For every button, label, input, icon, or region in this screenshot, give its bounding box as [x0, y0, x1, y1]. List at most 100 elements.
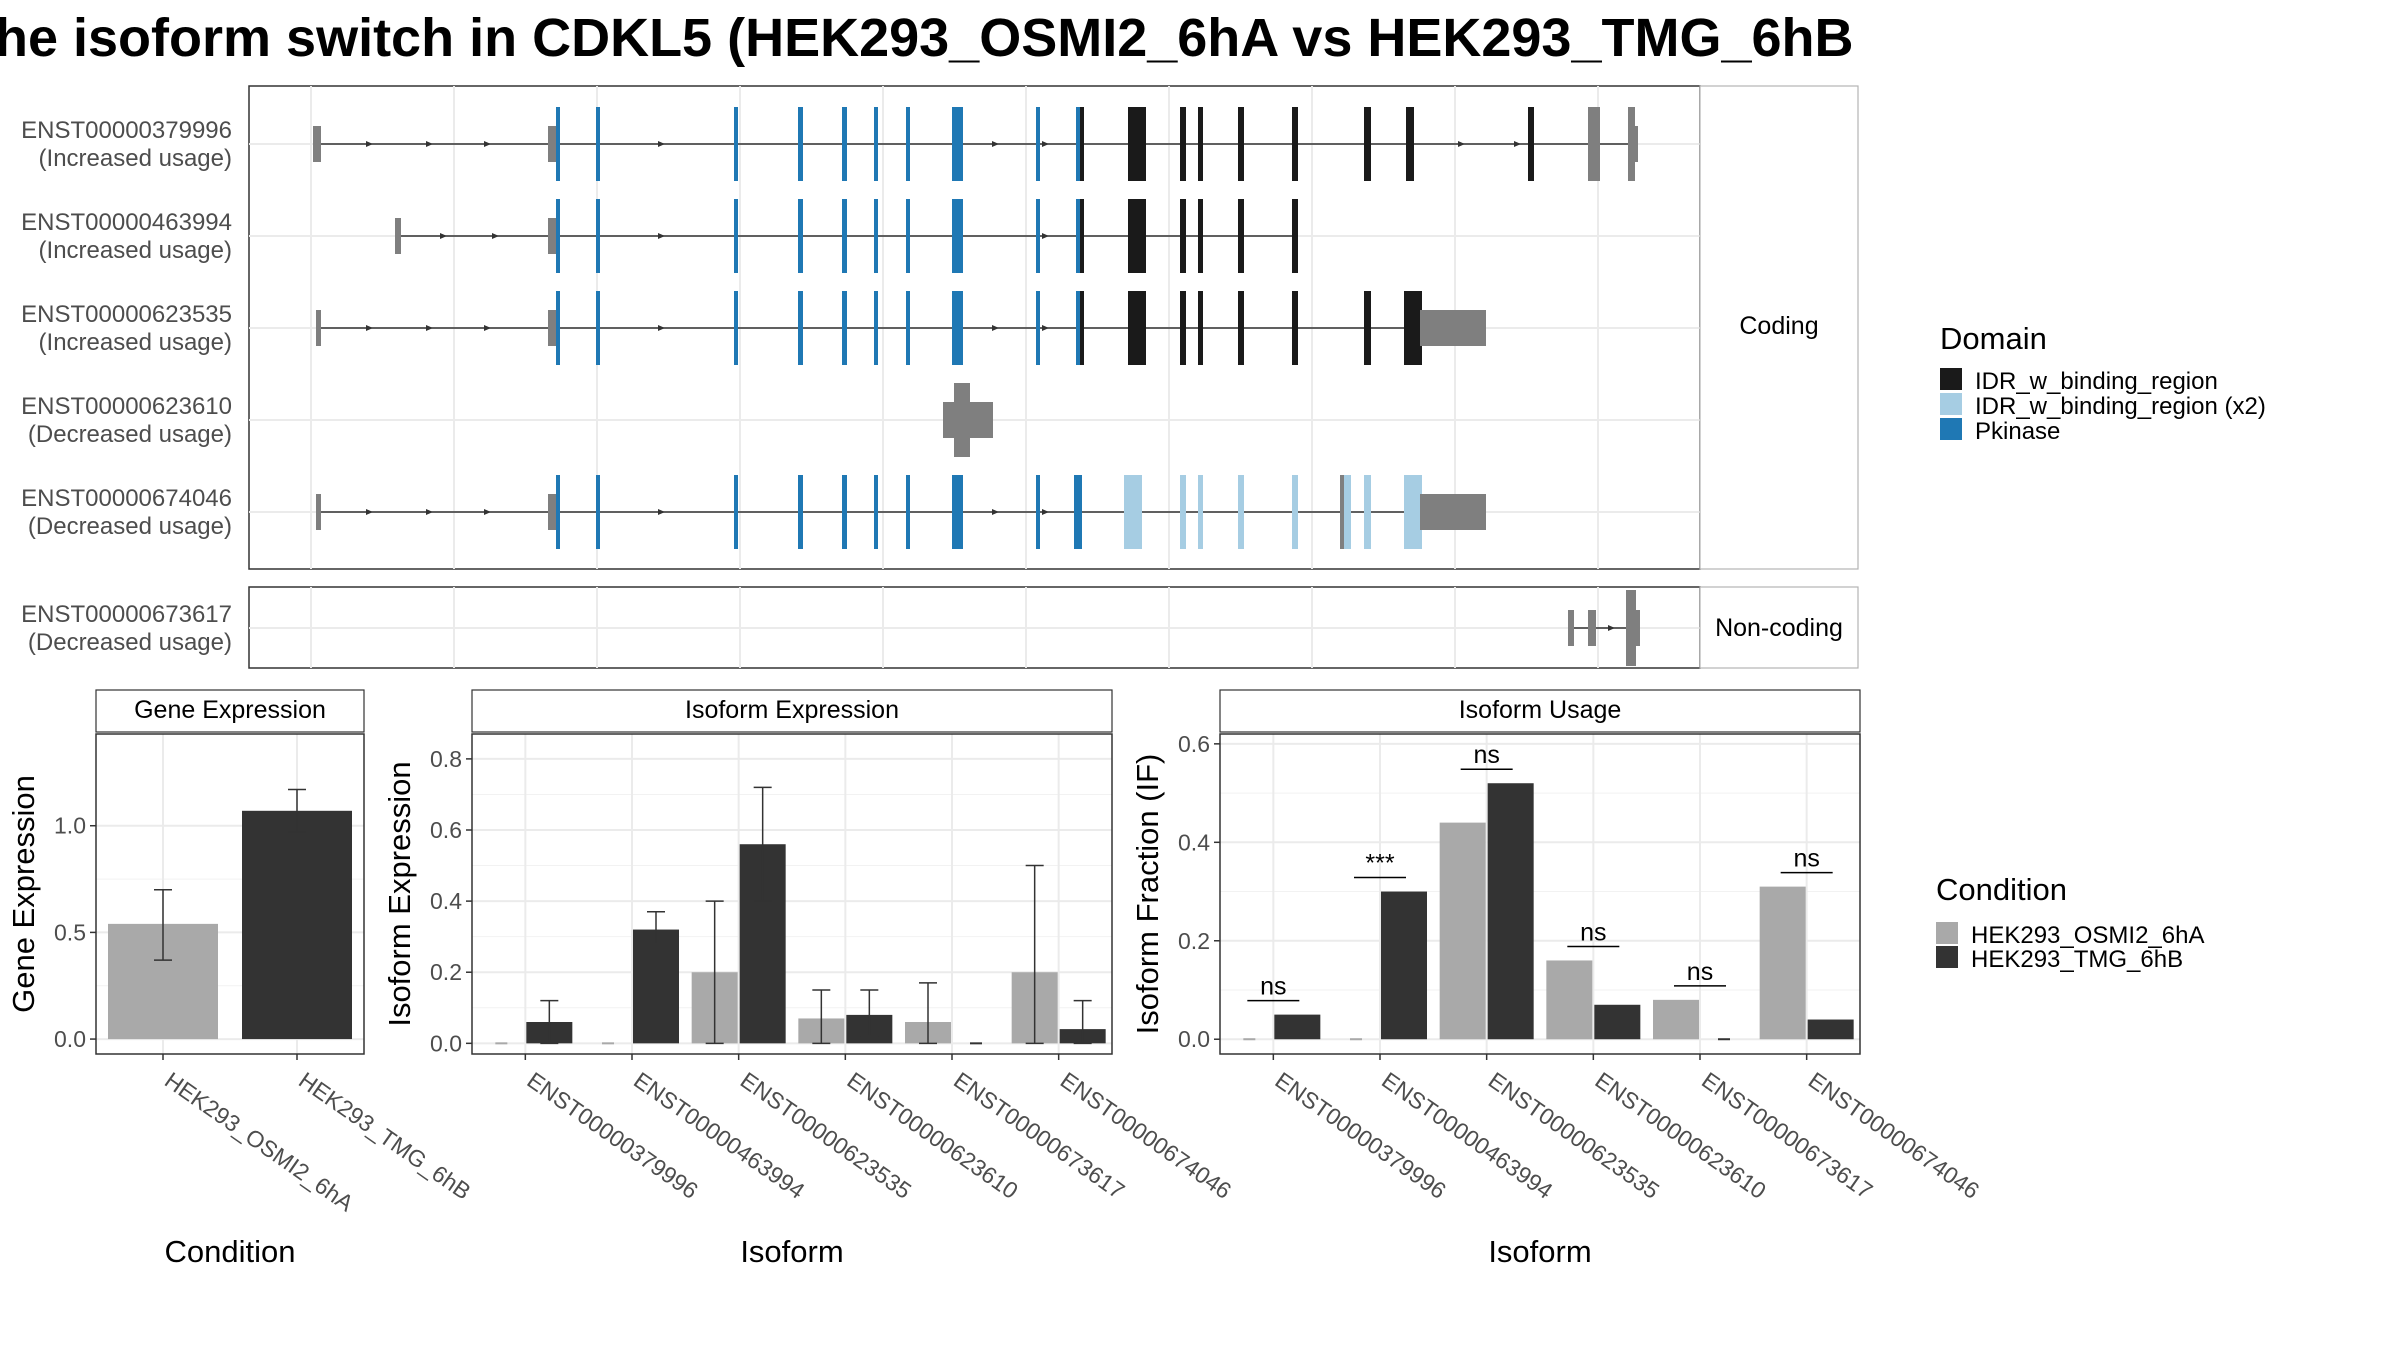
page-title: he isoform switch in CDKL5 (HEK293_OSMI2… [0, 8, 1854, 68]
exon-block [1128, 199, 1146, 273]
strand-arrow-icon [440, 233, 447, 239]
y-tick-label: 0.0 [54, 1026, 86, 1052]
exon-block [556, 107, 560, 181]
exon-block [1238, 291, 1244, 365]
y-tick-label: 0.2 [430, 959, 462, 985]
domain-legend: Domain IDR_w_binding_region IDR_w_bindin… [1940, 321, 2266, 445]
exon-block [874, 107, 878, 181]
exon-block [952, 291, 963, 365]
exon-block [798, 107, 803, 181]
legend-swatch-idr-x2 [1940, 393, 1962, 415]
y-tick-label: 0.0 [1178, 1026, 1210, 1052]
bar [1546, 960, 1593, 1040]
exon-block [1404, 291, 1422, 365]
strand-arrow-icon [1042, 509, 1049, 515]
exon-block [842, 199, 847, 273]
bar [1274, 1014, 1321, 1040]
y-tick-label: 0.8 [430, 746, 462, 772]
strand-arrow-icon [426, 509, 433, 515]
transcript-id-label: ENST00000674046 [21, 485, 232, 512]
bar [1807, 1019, 1854, 1040]
exon-block [1404, 475, 1422, 549]
exon-block [1036, 199, 1040, 273]
condition-legend: Condition HEK293_OSMI2_6hA HEK293_TMG_6h… [1936, 872, 2204, 973]
exon-block [1636, 610, 1640, 646]
x-tick-label: ENST00000623610 [1590, 1067, 1770, 1204]
exon-block [1238, 107, 1244, 181]
y-tick-label: 0.4 [430, 888, 462, 914]
bar [633, 929, 679, 1044]
strand-arrow-icon [1042, 141, 1049, 147]
exon-block [842, 475, 847, 549]
bar [1381, 891, 1427, 1040]
strand-arrow-icon [1042, 233, 1049, 239]
exon-block [1420, 310, 1486, 346]
panel-border [95, 733, 365, 1055]
panel-title: Isoform Expression [685, 696, 899, 724]
strand-arrow-icon [484, 509, 491, 515]
x-tick-label: ENST00000463994 [1377, 1067, 1558, 1204]
strand-arrow-icon [658, 141, 665, 147]
exon-block [1568, 610, 1574, 646]
noncoding-strip-label: Non-coding [1715, 614, 1843, 642]
exon-block [1124, 475, 1142, 549]
y-tick-label: 0.4 [1178, 829, 1210, 855]
exon-block [1628, 107, 1635, 181]
legend-swatch-condition-a [1936, 922, 1958, 944]
transcript-usage-label: (Increased usage) [39, 329, 232, 356]
exon-block [1588, 610, 1596, 646]
noncoding-strip [1699, 586, 1859, 669]
exon-block [906, 475, 910, 549]
x-tick-label: ENST00000379996 [1270, 1067, 1450, 1204]
exon-block [556, 291, 560, 365]
exon-block [596, 475, 600, 549]
x-tick-label: ENST00000379996 [522, 1067, 702, 1204]
legend-label: Pkinase [1975, 418, 2060, 445]
exon-block [316, 494, 321, 530]
legend-label: IDR_w_binding_region (x2) [1975, 393, 2266, 420]
strand-arrow-icon [1458, 141, 1465, 147]
exon-block [313, 126, 321, 162]
panel-strip [1219, 689, 1861, 733]
x-tick-label: ENST00000623535 [1484, 1067, 1664, 1204]
exon-block [842, 107, 847, 181]
exon-block [906, 199, 910, 273]
y-tick-label: 1.0 [54, 813, 86, 839]
legend-label: IDR_w_binding_region [1975, 368, 2218, 395]
bar [1594, 1004, 1641, 1040]
y-tick-label: 0.6 [430, 817, 462, 843]
transcript-id-label: ENST00000623535 [21, 301, 232, 328]
significance-label: ns [1687, 958, 1713, 986]
exon-block [798, 199, 803, 273]
exon-block [395, 218, 401, 254]
exon-block [906, 107, 910, 181]
legend-label: HEK293_OSMI2_6hA [1971, 922, 2204, 949]
y-axis-title: Gene Expression [6, 775, 41, 1013]
exon-block [1344, 475, 1351, 549]
exon-block [1080, 107, 1084, 181]
transcript-labels: ENST00000379996 (Increased usage) ENST00… [21, 117, 232, 656]
x-axis-title: Isoform [740, 1234, 843, 1269]
exon-block [1292, 199, 1298, 273]
exon-block [1074, 475, 1082, 549]
transcript-usage-label: (Decreased usage) [28, 421, 232, 448]
transcript-usage-label: (Decreased usage) [28, 513, 232, 540]
bar [242, 810, 352, 1040]
strand-arrow-icon [484, 141, 491, 147]
exon-block [734, 291, 738, 365]
exon-block [1180, 291, 1186, 365]
exon-block [1076, 107, 1081, 181]
exon-block [952, 199, 963, 273]
exon-block [1292, 107, 1298, 181]
x-tick-label: ENST00000673617 [1697, 1067, 1877, 1204]
strand-arrow-icon [658, 509, 665, 515]
exon-block [798, 475, 803, 549]
panel-title: Gene Expression [134, 696, 326, 724]
exon-block [596, 107, 600, 181]
exon-block [1588, 107, 1600, 181]
strand-arrow-icon [992, 141, 999, 147]
panel-border [471, 733, 1113, 1055]
domain-legend-title: Domain [1940, 321, 2047, 356]
legend-swatch-pkinase [1940, 418, 1962, 440]
